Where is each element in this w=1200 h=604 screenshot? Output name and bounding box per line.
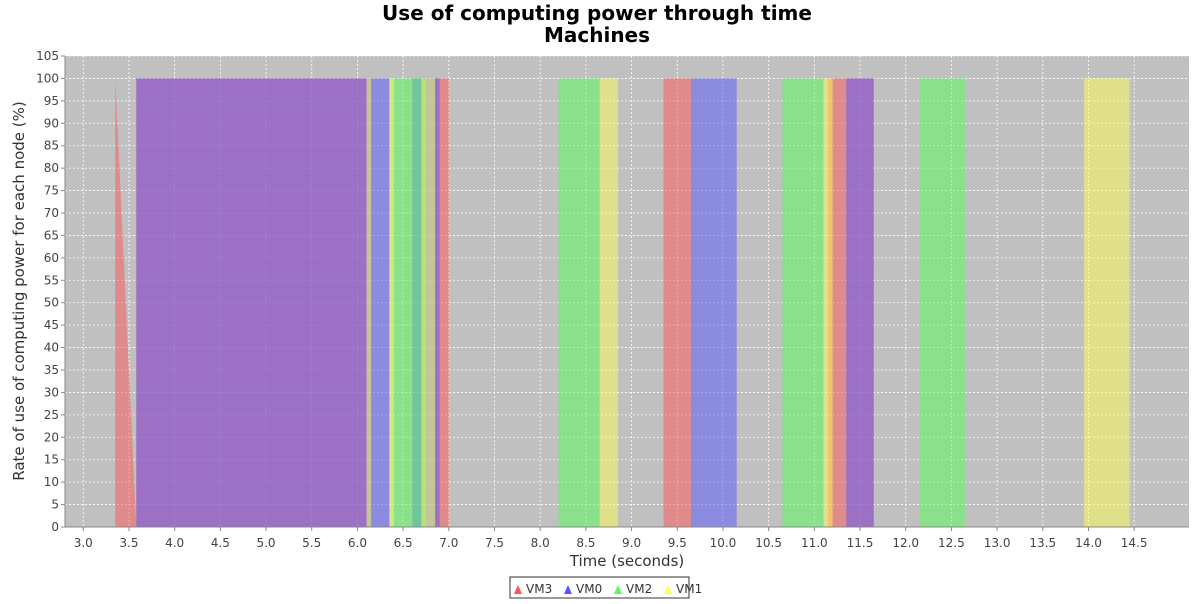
y-tick-label: 95: [44, 94, 59, 108]
x-tick-label: 14.0: [1075, 536, 1102, 550]
x-tick-label: 9.5: [668, 536, 687, 550]
y-tick-label: 25: [44, 408, 59, 422]
y-tick-label: 60: [44, 251, 59, 265]
y-tick-label: 45: [44, 318, 59, 332]
x-tick-label: 6.0: [348, 536, 367, 550]
x-tick-label: 13.5: [1029, 536, 1056, 550]
legend-label-vm0: VM0: [576, 582, 602, 596]
legend-swatch-vm1: [664, 585, 672, 594]
chart-subtitle: Machines: [544, 23, 650, 47]
y-tick-label: 40: [44, 341, 59, 355]
x-tick-label: 7.5: [485, 536, 504, 550]
y-axis-label: Rate of use of computing power for each …: [10, 101, 28, 480]
x-tick-label: 10.5: [755, 536, 782, 550]
chart-title: Use of computing power through time: [382, 1, 812, 25]
y-tick-label: 55: [44, 273, 59, 287]
legend-label-vm1: VM1: [676, 582, 702, 596]
y-tick-label: 70: [44, 206, 59, 220]
x-tick-label: 13.0: [984, 536, 1011, 550]
axes: 3.0 3.5 4.0 4.5 5.0 5.5 6.0 6.5 7.0 7.5 8.0 8.5 9.0 9…: [36, 49, 1189, 550]
series-area-vm0: [136, 78, 874, 528]
x-tick-label: 3.5: [119, 536, 138, 550]
y-tick-label: 0: [51, 520, 59, 534]
x-tick-label: 4.5: [211, 536, 230, 550]
x-tick-label: 8.5: [576, 536, 595, 550]
y-tick-label: 65: [44, 228, 59, 242]
y-tick-label: 15: [44, 453, 59, 467]
series-area-vm2: [392, 78, 966, 528]
x-tick-label: 11.5: [847, 536, 874, 550]
x-tick-label: 4.0: [165, 536, 184, 550]
legend-box: [509, 576, 690, 599]
legend-label-vm2: VM2: [626, 582, 652, 596]
y-tick-label: 90: [44, 116, 59, 130]
y-tick-label: 80: [44, 161, 59, 175]
y-tick-label: 30: [44, 385, 59, 399]
x-tick-label: 9.0: [622, 536, 641, 550]
x-tick-label: 8.0: [531, 536, 550, 550]
x-tick-label: 7.0: [439, 536, 458, 550]
y-tick-label: 75: [44, 184, 59, 198]
series-layer: [115, 78, 1130, 528]
y-tick-label: 10: [44, 475, 59, 489]
legend: VM3 VM0 VM2 VM1: [509, 576, 702, 599]
y-tick-label: 20: [44, 430, 59, 444]
y-tick-label: 50: [44, 296, 59, 310]
legend-swatch-vm0: [564, 585, 572, 594]
x-tick-label: 11.0: [801, 536, 828, 550]
legend-swatch-vm2: [614, 585, 622, 594]
x-tick-label: 14.5: [1121, 536, 1148, 550]
y-tick-label: 100: [36, 71, 59, 85]
x-tick-label: 10.0: [710, 536, 737, 550]
x-tick-label: 6.5: [394, 536, 413, 550]
x-axis-label: Time (seconds): [569, 552, 685, 570]
legend-swatch-vm3: [514, 585, 522, 594]
legend-label-vm3: VM3: [526, 582, 552, 596]
y-tick-label: 5: [51, 498, 59, 512]
x-tick-label: 5.5: [302, 536, 321, 550]
y-tick-label: 105: [36, 49, 59, 63]
x-tick-label: 12.0: [892, 536, 919, 550]
y-tick-label: 85: [44, 139, 59, 153]
x-tick-label: 12.5: [938, 536, 965, 550]
y-tick-label: 35: [44, 363, 59, 377]
x-tick-label: 3.0: [74, 536, 93, 550]
x-tick-label: 5.0: [256, 536, 275, 550]
